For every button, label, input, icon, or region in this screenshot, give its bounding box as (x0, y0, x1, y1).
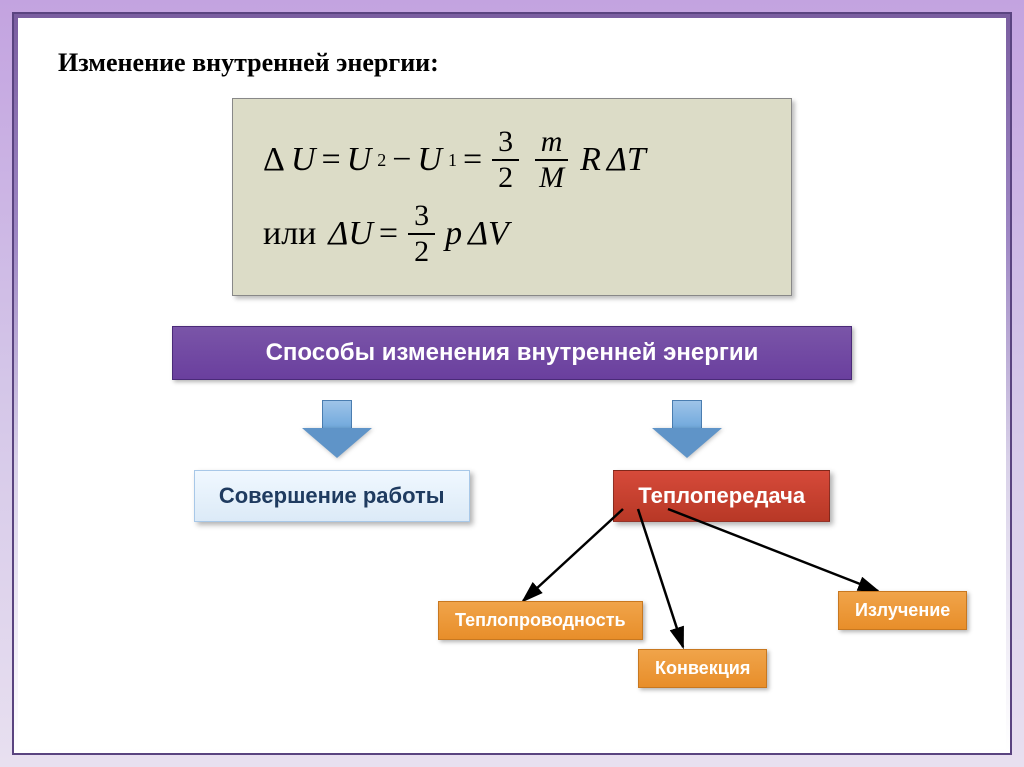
formula-line-1: ΔU = U2 − U1 = 3 2 m M RΔT (263, 127, 761, 193)
fraction-m-M: m M (533, 127, 570, 193)
fraction-3-2: 3 2 (492, 127, 519, 193)
arrows-row (162, 400, 862, 460)
slide-canvas: Изменение внутренней энергии: ΔU = U2 − … (18, 18, 1006, 749)
arrow-down-icon (302, 400, 372, 460)
methods-bar: Способы изменения внутренней энергии (172, 326, 852, 380)
box-convection: Конвекция (638, 649, 767, 688)
box-conduction: Теплопроводность (438, 601, 643, 640)
slide-title: Изменение внутренней энергии: (58, 48, 966, 78)
heat-sub-boxes: Теплопроводность Конвекция Излучение (78, 549, 978, 689)
formula-box: ΔU = U2 − U1 = 3 2 m M RΔT (232, 98, 792, 296)
arrow-down-icon (652, 400, 722, 460)
fraction-3-2-b: 3 2 (408, 201, 435, 267)
box-radiation: Излучение (838, 591, 967, 630)
outer-gradient-frame: Изменение внутренней энергии: ΔU = U2 − … (0, 0, 1024, 767)
photo-border: Изменение внутренней энергии: ΔU = U2 − … (12, 12, 1012, 755)
formula-line-2: или ΔU = 3 2 pΔV (263, 201, 761, 267)
